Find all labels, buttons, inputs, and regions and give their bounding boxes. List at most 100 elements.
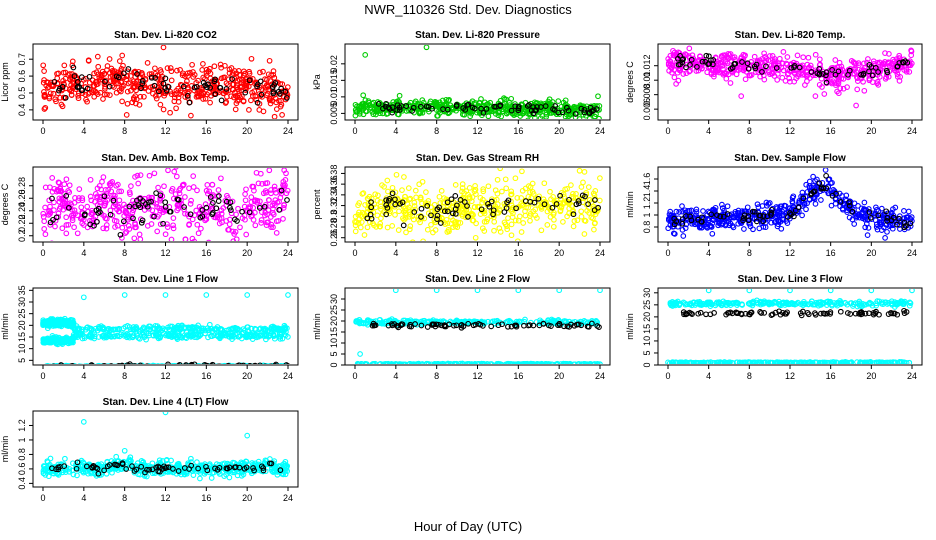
data-point xyxy=(94,78,100,85)
data-point xyxy=(77,215,84,222)
data-point xyxy=(835,90,842,97)
y-tick-label: 0 xyxy=(329,362,339,367)
hourly-mean-point xyxy=(823,172,829,179)
data-point xyxy=(71,207,78,214)
data-point xyxy=(519,168,525,175)
data-point xyxy=(40,210,47,217)
data-point xyxy=(789,194,796,201)
data-point xyxy=(516,213,523,220)
hourly-mean-point xyxy=(591,207,598,213)
hourly-mean-point xyxy=(444,106,451,113)
hourly-mean-point xyxy=(448,196,455,203)
data-point xyxy=(170,195,177,202)
data-point xyxy=(183,363,188,364)
data-point xyxy=(66,71,73,77)
hourly-mean-point xyxy=(867,214,874,221)
hourly-mean-point xyxy=(542,103,549,109)
data-point xyxy=(891,58,898,65)
data-point xyxy=(164,221,170,227)
data-point xyxy=(396,208,402,215)
hourly-mean-point xyxy=(515,103,522,110)
data-point xyxy=(195,325,201,332)
data-point xyxy=(596,106,602,113)
data-point xyxy=(377,203,384,210)
data-point xyxy=(884,229,890,235)
y-tick-label: 1.2 xyxy=(642,197,652,210)
data-point xyxy=(379,211,386,218)
data-point xyxy=(52,363,57,364)
hourly-mean-point xyxy=(508,107,515,114)
hourly-mean-point xyxy=(553,201,560,207)
data-point xyxy=(168,188,175,194)
hourly-mean-point xyxy=(126,203,133,210)
data-point xyxy=(688,207,695,214)
data-point xyxy=(230,238,237,241)
hourly-mean-point xyxy=(823,79,830,86)
data-point xyxy=(392,212,398,218)
data-point xyxy=(177,363,182,364)
data-point xyxy=(47,90,54,97)
data-point xyxy=(683,61,690,68)
data-point xyxy=(568,203,575,209)
x-tick-label: 0 xyxy=(352,248,357,258)
data-point xyxy=(203,187,210,194)
data-point xyxy=(455,205,462,212)
data-point xyxy=(908,52,915,59)
data-point xyxy=(846,205,852,212)
data-point xyxy=(260,332,266,339)
data-point xyxy=(240,363,245,364)
hourly-mean-point xyxy=(702,58,709,65)
data-point xyxy=(175,99,182,105)
data-point xyxy=(744,204,751,211)
x-tick-label: 12 xyxy=(472,371,482,381)
hourly-mean-point xyxy=(107,211,114,218)
data-point xyxy=(264,180,271,186)
y-tick-label: 30 xyxy=(17,297,27,307)
hourly-mean-point xyxy=(276,207,283,213)
data-point xyxy=(226,66,233,73)
data-point xyxy=(908,48,915,55)
data-point xyxy=(255,180,262,187)
data-point xyxy=(54,363,59,364)
data-point xyxy=(435,112,441,119)
data-point xyxy=(776,55,783,62)
data-point xyxy=(761,76,768,83)
hourly-mean-point xyxy=(258,91,265,98)
data-point xyxy=(108,188,115,195)
data-point xyxy=(578,213,585,220)
data-point xyxy=(206,326,212,333)
data-point xyxy=(41,91,48,98)
hourly-mean-point xyxy=(119,362,125,364)
data-point xyxy=(564,117,570,119)
hourly-mean-point xyxy=(816,70,823,77)
data-point xyxy=(162,292,169,298)
data-point xyxy=(861,87,868,94)
data-point xyxy=(143,336,149,343)
hourly-mean-point xyxy=(137,362,143,364)
data-point xyxy=(727,80,734,86)
hourly-mean-point xyxy=(56,85,63,92)
hourly-mean-point xyxy=(151,213,157,220)
data-point xyxy=(116,333,123,340)
data-point xyxy=(263,332,270,339)
hourly-mean-point xyxy=(515,107,522,114)
data-point xyxy=(886,51,892,57)
hourly-mean-point xyxy=(731,60,738,67)
hourly-mean-point xyxy=(272,80,279,86)
panel-3: Stan. Dev. Li-820 Temp.degrees C0 4 8 12 16 2… xyxy=(625,30,923,136)
data-point xyxy=(260,362,266,364)
data-point xyxy=(42,104,49,111)
data-point xyxy=(738,93,745,99)
data-point xyxy=(105,363,110,364)
y-tick-label: 0.4 xyxy=(17,104,27,117)
y-tick-label: 1.6 xyxy=(642,173,652,186)
data-point xyxy=(285,363,290,364)
hourly-mean-point xyxy=(368,215,375,222)
data-point xyxy=(107,363,112,364)
hourly-mean-point xyxy=(62,94,69,101)
data-point xyxy=(266,57,273,64)
x-tick-label: 24 xyxy=(283,371,293,381)
data-point xyxy=(119,98,125,105)
hourly-mean-point xyxy=(491,103,498,110)
data-point xyxy=(406,207,413,213)
